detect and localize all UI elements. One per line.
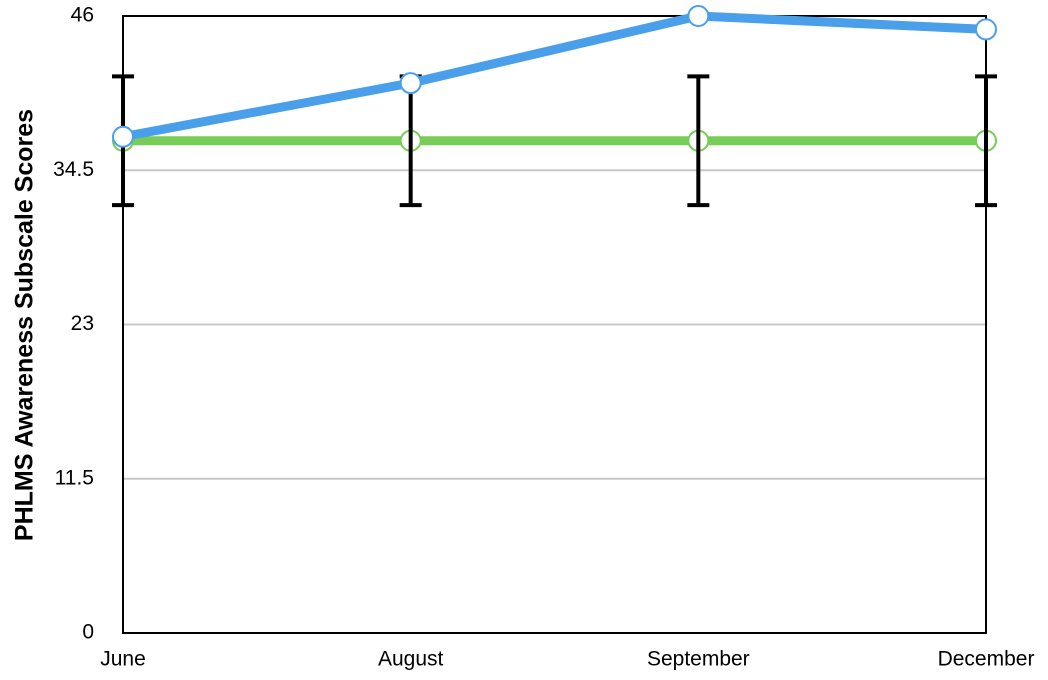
y-axis-title: PHLMS Awareness Subscale Scores: [11, 109, 39, 541]
series-line: [122, 11, 987, 142]
y-tick-label: 0: [82, 621, 94, 644]
y-tick-label: 23: [71, 312, 94, 335]
point-marker: [399, 72, 422, 95]
error-bar: [687, 74, 710, 208]
x-tick-label: December: [938, 648, 1035, 671]
y-tick-label: 34.5: [53, 158, 94, 181]
y-tick-label: 46: [71, 4, 94, 27]
point-marker: [112, 125, 134, 148]
x-tick-label: June: [100, 648, 146, 671]
x-tick-label: August: [378, 648, 444, 671]
point-marker: [687, 5, 710, 27]
plot-frame: [122, 15, 987, 634]
point-marker: [975, 18, 997, 41]
x-tick-label: September: [647, 648, 750, 671]
y-tick-label: 11.5: [55, 466, 94, 489]
error-bar: [975, 74, 997, 208]
